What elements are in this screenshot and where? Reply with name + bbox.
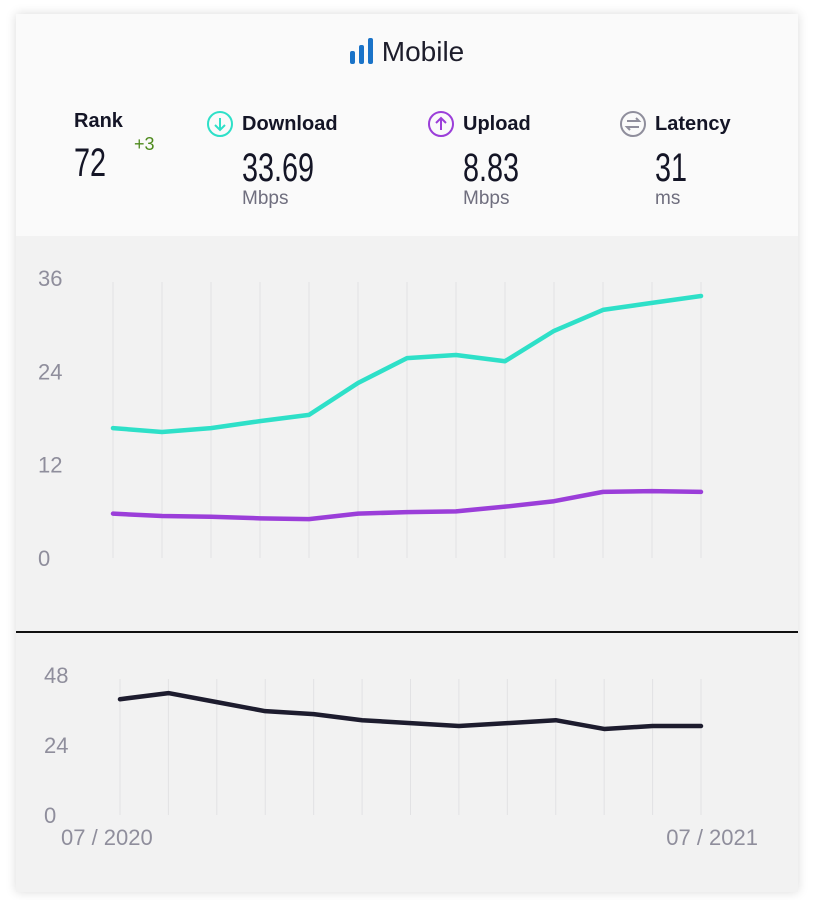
title-text: Mobile — [381, 36, 465, 67]
upload-value: 8.83 — [463, 146, 520, 190]
x-tick-label: 07 / 2021 — [666, 825, 758, 850]
download-label: Download — [242, 112, 338, 135]
latency-stat: Latency 31 ms — [619, 110, 731, 210]
download-arrow-icon — [207, 111, 233, 137]
y-tick-label: 0 — [38, 546, 50, 571]
y-tick-label: 24 — [38, 359, 62, 384]
chart-divider — [16, 631, 798, 633]
download-stat: Download 33.69 Mbps — [206, 110, 342, 210]
stats-header: Mobile Rank 72 +3 Download 33.69 Mbps Upl… — [16, 14, 798, 236]
latency-unit: ms — [655, 188, 681, 209]
y-tick-label: 36 — [38, 266, 62, 291]
latency-value: 31 — [655, 146, 688, 190]
rank-stat: Rank 72 — [74, 110, 123, 183]
upload-arrow-icon — [428, 111, 454, 137]
rank-label: Rank — [74, 110, 123, 132]
upload-stat: Upload 8.83 Mbps — [427, 110, 541, 210]
rank-delta: +3 — [134, 134, 155, 154]
y-tick-label: 24 — [44, 733, 68, 758]
latency-label: Latency — [655, 112, 731, 135]
rank-value: 72 — [74, 141, 107, 185]
upload-label: Upload — [463, 112, 531, 135]
mobile-card: Mobile Rank 72 +3 Download 33.69 Mbps Upl… — [16, 14, 798, 892]
x-tick-label: 07 / 2020 — [61, 825, 153, 850]
download-unit: Mbps — [242, 188, 289, 209]
upload-unit: Mbps — [463, 188, 510, 209]
speed-charts: 0 12 24 36 0 24 48 07 / 2020 07 / 2021 — [38, 266, 758, 850]
signal-bars-icon — [349, 38, 373, 64]
y-tick-label: 0 — [44, 803, 56, 828]
latency-icon — [620, 111, 646, 137]
y-tick-label: 12 — [38, 453, 62, 478]
download-value: 33.69 — [242, 146, 315, 190]
y-tick-label: 48 — [44, 663, 68, 688]
card-title: Mobile — [16, 36, 798, 68]
